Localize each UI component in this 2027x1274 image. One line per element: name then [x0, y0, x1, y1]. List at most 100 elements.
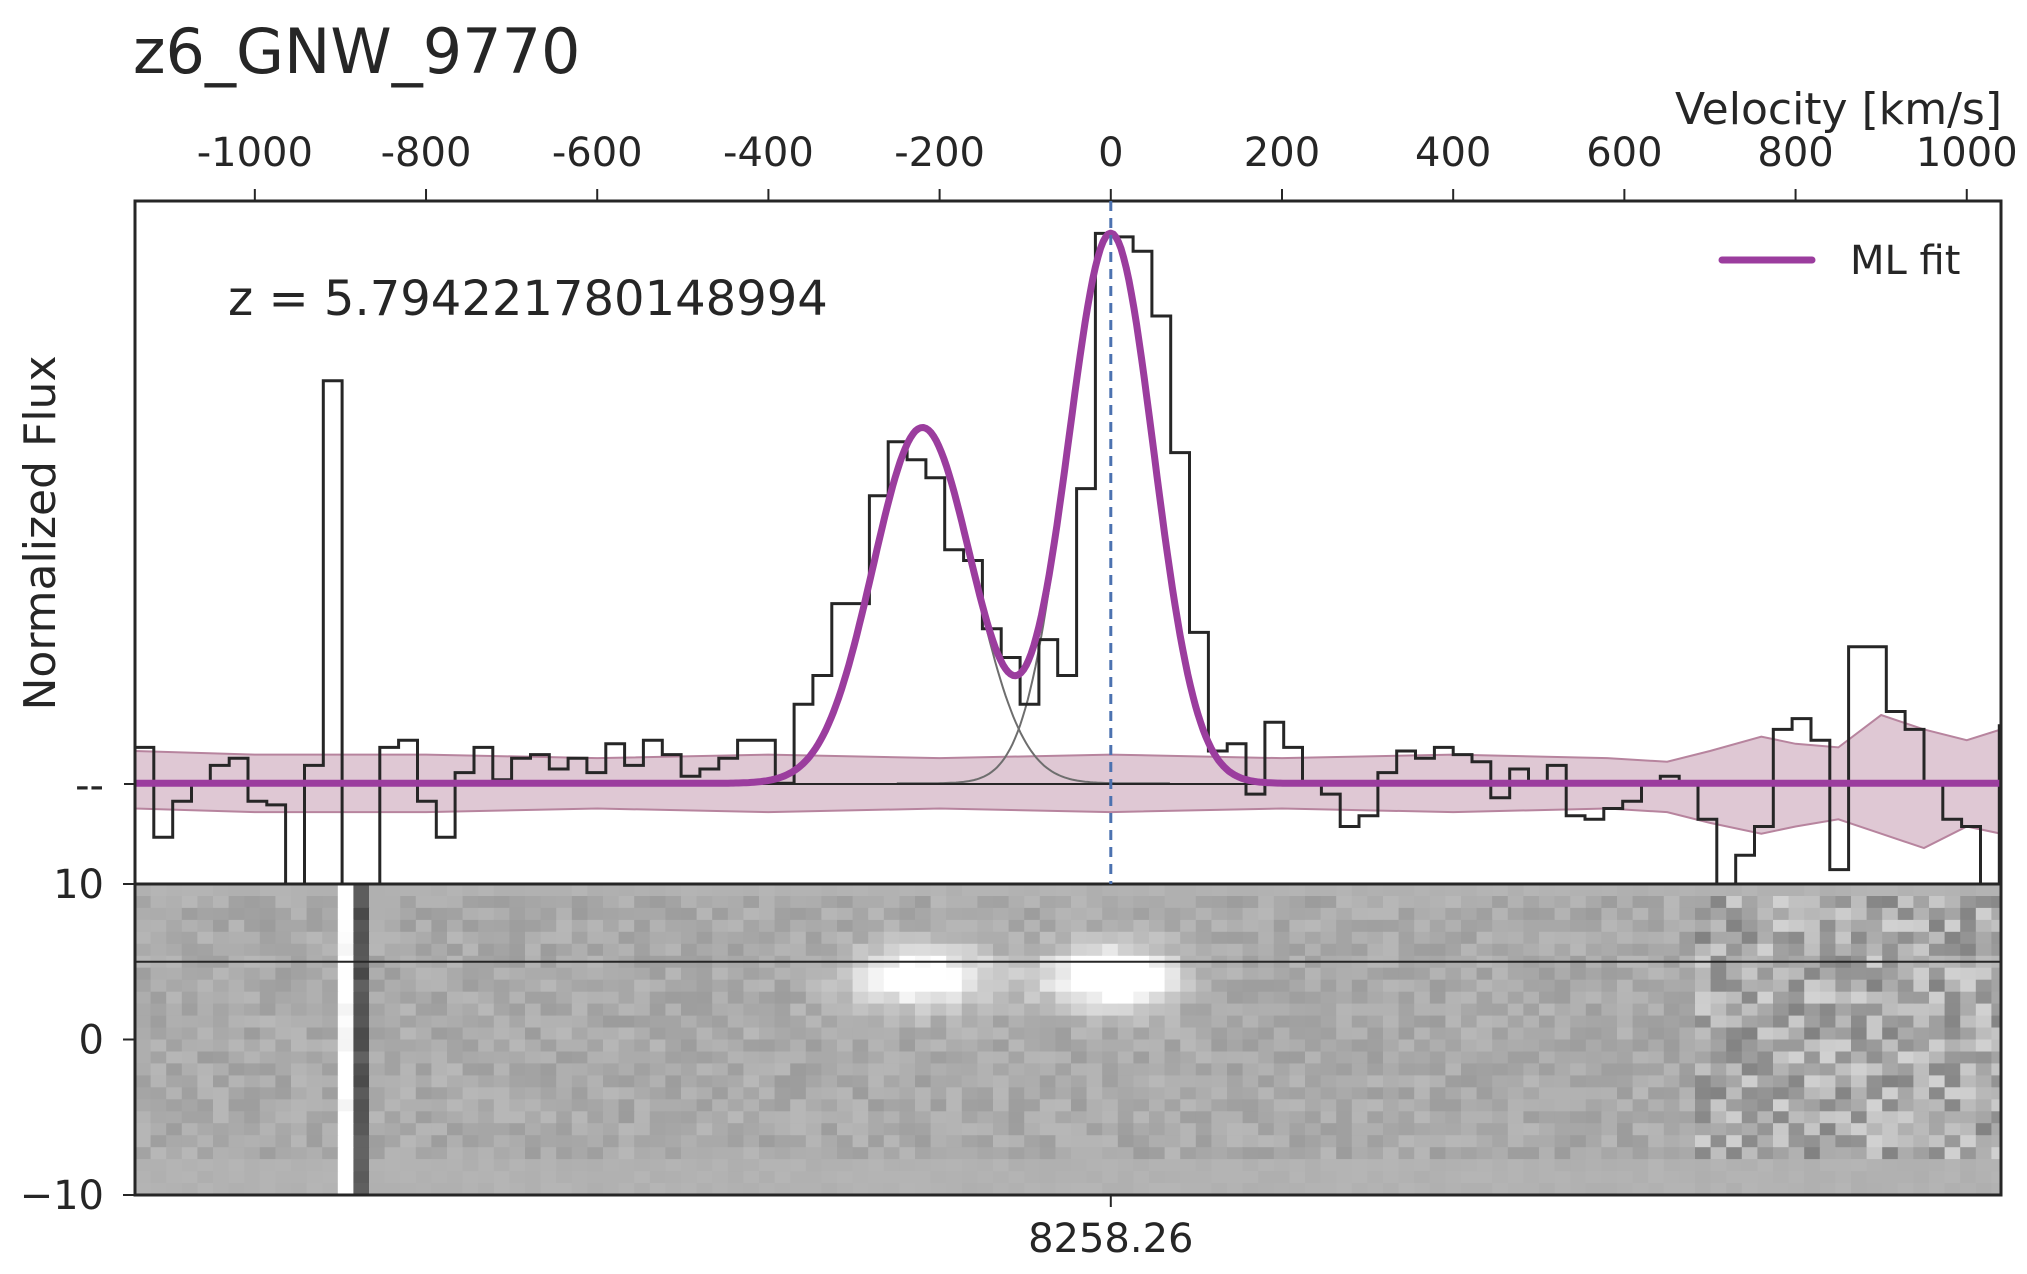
- heat-pixel: [1117, 896, 1134, 909]
- heat-pixel: [431, 1087, 448, 1100]
- heat-pixel: [493, 907, 510, 921]
- heat-pixel: [1305, 1051, 1322, 1065]
- heat-pixel: [1695, 1135, 1712, 1148]
- heat-pixel: [415, 1063, 432, 1076]
- heat-pixel: [337, 967, 354, 981]
- heat-pixel: [213, 991, 230, 1005]
- heat-pixel: [1757, 919, 1774, 933]
- heat-pixel: [244, 896, 261, 909]
- heat-pixel: [197, 896, 214, 909]
- heat-pixel: [759, 1015, 776, 1029]
- heat-pixel: [1648, 919, 1665, 933]
- heat-pixel: [665, 991, 682, 1005]
- heat-pixel: [915, 1027, 932, 1041]
- heat-pixel: [1726, 979, 1743, 993]
- heat-pixel: [259, 967, 276, 981]
- heat-pixel: [1679, 919, 1696, 933]
- heat-pixel: [977, 1147, 994, 1160]
- heat-pixel: [961, 1111, 978, 1124]
- heat-pixel: [1258, 1159, 1275, 1172]
- heat-pixel: [1835, 1159, 1852, 1172]
- heat-pixel: [213, 943, 230, 957]
- heat-pixel: [1960, 1063, 1977, 1076]
- heat-pixel: [1523, 1099, 1540, 1112]
- heat-pixel: [150, 907, 167, 921]
- heat-pixel: [181, 943, 198, 957]
- y-tick-label: 0: [79, 1018, 104, 1064]
- heat-pixel: [961, 1171, 978, 1184]
- heat-pixel: [1071, 1123, 1088, 1136]
- heat-pixel: [993, 967, 1010, 981]
- heat-pixel: [509, 1123, 526, 1136]
- heat-pixel: [930, 1111, 947, 1124]
- heat-pixel: [774, 967, 791, 981]
- heat-pixel: [571, 943, 588, 957]
- heat-pixel: [400, 1123, 417, 1136]
- heat-pixel: [1663, 1075, 1680, 1088]
- heat-pixel: [571, 1003, 588, 1017]
- heat-pixel: [946, 907, 963, 921]
- heat-pixel: [774, 1183, 791, 1195]
- heat-pixel: [181, 1111, 198, 1124]
- heat-pixel: [790, 1171, 807, 1184]
- heat-pixel: [665, 1087, 682, 1100]
- heat-pixel: [353, 1171, 370, 1184]
- heat-pixel: [1476, 1063, 1493, 1076]
- heat-pixel: [1492, 1075, 1509, 1088]
- heat-pixel: [727, 1003, 744, 1017]
- heat-pixel: [1897, 1147, 1914, 1160]
- heat-pixel: [1414, 896, 1431, 909]
- heat-pixel: [1882, 1063, 1899, 1076]
- heat-pixel: [306, 1039, 323, 1053]
- heat-pixel: [1242, 919, 1259, 933]
- heat-pixel: [790, 884, 807, 897]
- heat-pixel: [1133, 1099, 1150, 1112]
- heat-pixel: [1429, 896, 1446, 909]
- heat-pixel: [1492, 1039, 1509, 1053]
- heat-pixel: [930, 1099, 947, 1112]
- heat-pixel: [1414, 1015, 1431, 1029]
- heat-pixel: [1492, 1003, 1509, 1017]
- heat-pixel: [1929, 1183, 1946, 1195]
- heat-pixel: [1071, 1087, 1088, 1100]
- heat-pixel: [478, 1111, 495, 1124]
- heat-pixel: [353, 991, 370, 1005]
- heat-pixel: [244, 1087, 261, 1100]
- heat-pixel: [1835, 1003, 1852, 1017]
- heat-pixel: [1819, 1027, 1836, 1041]
- heat-pixel: [1741, 1015, 1758, 1029]
- heat-pixel: [759, 1159, 776, 1172]
- heat-pixel: [915, 967, 932, 981]
- heat-pixel: [774, 919, 791, 933]
- heat-pixel: [1788, 1027, 1805, 1041]
- heat-pixel: [696, 1063, 713, 1076]
- heat-pixel: [805, 1159, 822, 1172]
- heat-pixel: [665, 1183, 682, 1195]
- heat-pixel: [1008, 919, 1025, 933]
- heat-pixel: [1960, 1003, 1977, 1017]
- heat-pixel: [291, 1075, 308, 1088]
- heat-pixel: [1336, 1123, 1353, 1136]
- heat-pixel: [977, 919, 994, 933]
- heat-pixel: [1554, 1183, 1571, 1195]
- heat-pixel: [1398, 1063, 1415, 1076]
- heat-pixel: [1367, 896, 1384, 909]
- heat-pixel: [213, 1027, 230, 1041]
- heat-pixel: [696, 1003, 713, 1017]
- heat-pixel: [1913, 1039, 1930, 1053]
- ml-fit-curve: [135, 229, 2001, 787]
- heat-pixel: [852, 1147, 869, 1160]
- heat-pixel: [1851, 1087, 1868, 1100]
- heat-pixel: [852, 1051, 869, 1065]
- heat-pixel: [1320, 907, 1337, 921]
- heat-pixel: [1663, 1135, 1680, 1148]
- heat-pixel: [1897, 1003, 1914, 1017]
- heat-pixel: [993, 979, 1010, 993]
- heat-pixel: [1102, 1027, 1119, 1041]
- heat-pixel: [743, 1123, 760, 1136]
- heat-pixel: [1305, 1135, 1322, 1148]
- heat-pixel: [1929, 1087, 1946, 1100]
- heat-pixel: [337, 1159, 354, 1172]
- heat-pixel: [1554, 919, 1571, 933]
- heat-pixel: [135, 884, 152, 897]
